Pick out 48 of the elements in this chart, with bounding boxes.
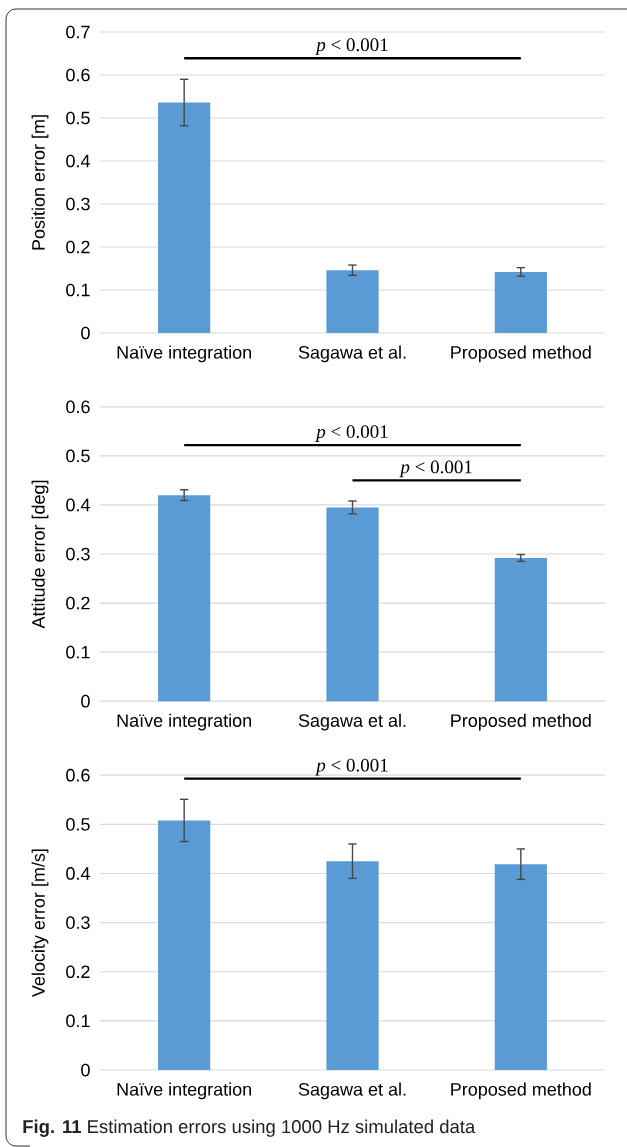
text: Fig. 11 Estimation errors using 1000 Hz simulated data [23,1119,476,1137]
y-tick-label: 0.6 [66,768,90,782]
y-tick-label: 0.2 [66,240,90,254]
x-tick-label: Sagawa et al. [298,1082,406,1100]
y-tick-label: 0.6 [66,68,90,82]
y-tick-label: 0.6 [66,400,90,414]
x-tick-label: Naïve integration [117,1082,252,1100]
bar [158,820,211,1071]
annotation: p < 0.001 [315,38,388,56]
bar [158,495,211,702]
x-tick-label: Naïve integration [117,345,252,363]
y-tick-label: 0.7 [66,25,90,39]
y-tick-label: 0.5 [66,111,90,125]
y-tick-label: 0.2 [66,965,90,979]
y-tick-label: 0.5 [66,817,90,831]
y-tick-label: 0.5 [66,449,90,463]
y-tick-label: 0.1 [66,645,90,659]
bar [326,270,379,333]
bar [494,271,547,333]
x-tick-label: Sagawa et al. [298,345,406,363]
bar [494,864,547,1071]
y-tick-label: 0.2 [66,596,90,610]
bar [326,861,379,1071]
y-tick-label: 0.4 [66,498,90,512]
y-axis-title: Position error [m] [31,115,49,250]
annotation: p < 0.001 [399,460,472,478]
x-tick-label: Proposed method [451,713,591,731]
x-tick-label: Proposed method [451,1082,591,1100]
y-tick-label: 0.3 [66,547,90,561]
y-tick-label: 0.4 [66,154,90,168]
y-tick-label: 0.4 [66,867,90,880]
y-tick-label: 0 [81,694,90,708]
x-tick-label: Sagawa et al. [298,713,406,731]
y-tick-label: 0 [81,1063,90,1077]
y-tick-label: 0 [81,326,90,340]
y-axis-title: Attitude error [deg] [31,480,49,629]
y-tick-label: 0.1 [66,1014,90,1028]
x-tick-label: Proposed method [451,345,591,363]
y-tick-label: 0.3 [66,197,90,211]
x-tick-label: Naïve integration [117,713,252,731]
y-tick-label: 0.1 [66,283,90,297]
bar [158,102,211,333]
annotation: p < 0.001 [315,425,388,442]
bar [326,507,379,702]
annotation: p < 0.001 [315,758,388,776]
y-tick-label: 0.3 [66,916,90,929]
y-axis-title: Velocity error [m/s] [31,849,49,998]
bar [494,557,547,702]
